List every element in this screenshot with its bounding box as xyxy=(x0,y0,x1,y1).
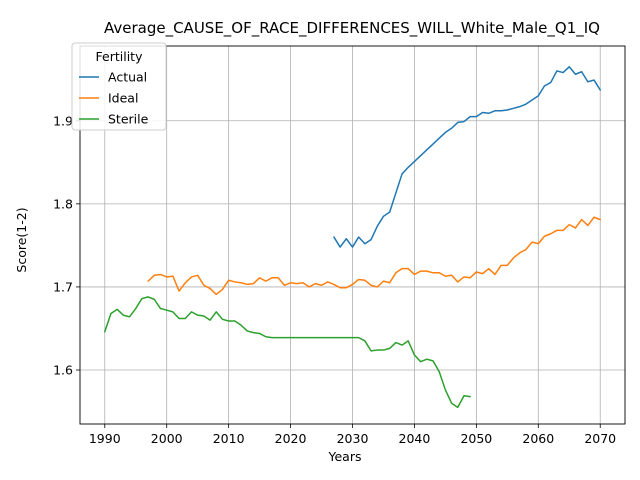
x-tick-label: 2030 xyxy=(337,431,369,446)
series-line-ideal xyxy=(147,216,601,296)
y-tick-label: 1.9 xyxy=(53,113,73,128)
series-line-actual xyxy=(333,66,601,248)
legend-box xyxy=(71,42,167,131)
x-axis: 1990 2000 2010 2020 2030 2040 2050 2060 2070 xyxy=(89,424,616,446)
chart-title: Average_CAUSE_OF_RACE_DIFFERENCES_WILL_W… xyxy=(104,19,600,38)
series-layer xyxy=(104,66,601,409)
legend-label-ideal: Ideal xyxy=(108,91,138,106)
x-tick-label: 2010 xyxy=(213,431,245,446)
grid xyxy=(80,46,625,424)
x-axis-label: Years xyxy=(328,449,362,464)
legend-label-sterile: Sterile xyxy=(108,112,149,127)
y-axis: 1.6 1.7 1.8 1.9 xyxy=(53,113,80,378)
y-tick-label: 1.8 xyxy=(53,196,73,211)
series-line-sterile xyxy=(104,296,471,409)
legend-title: Fertility xyxy=(96,49,144,64)
x-tick-label: 1990 xyxy=(89,431,121,446)
legend-label-actual: Actual xyxy=(108,70,147,85)
x-tick-label: 2060 xyxy=(522,431,554,446)
y-tick-label: 1.6 xyxy=(53,363,73,378)
y-axis-label: Score(1-2) xyxy=(14,207,29,272)
x-tick-label: 2050 xyxy=(460,431,492,446)
x-tick-label: 2000 xyxy=(151,431,183,446)
x-tick-label: 2020 xyxy=(275,431,307,446)
x-tick-label: 2070 xyxy=(584,431,616,446)
y-tick-label: 1.7 xyxy=(53,279,73,294)
x-tick-label: 2040 xyxy=(399,431,431,446)
legend: Fertility Actual Ideal Sterile xyxy=(71,42,167,131)
